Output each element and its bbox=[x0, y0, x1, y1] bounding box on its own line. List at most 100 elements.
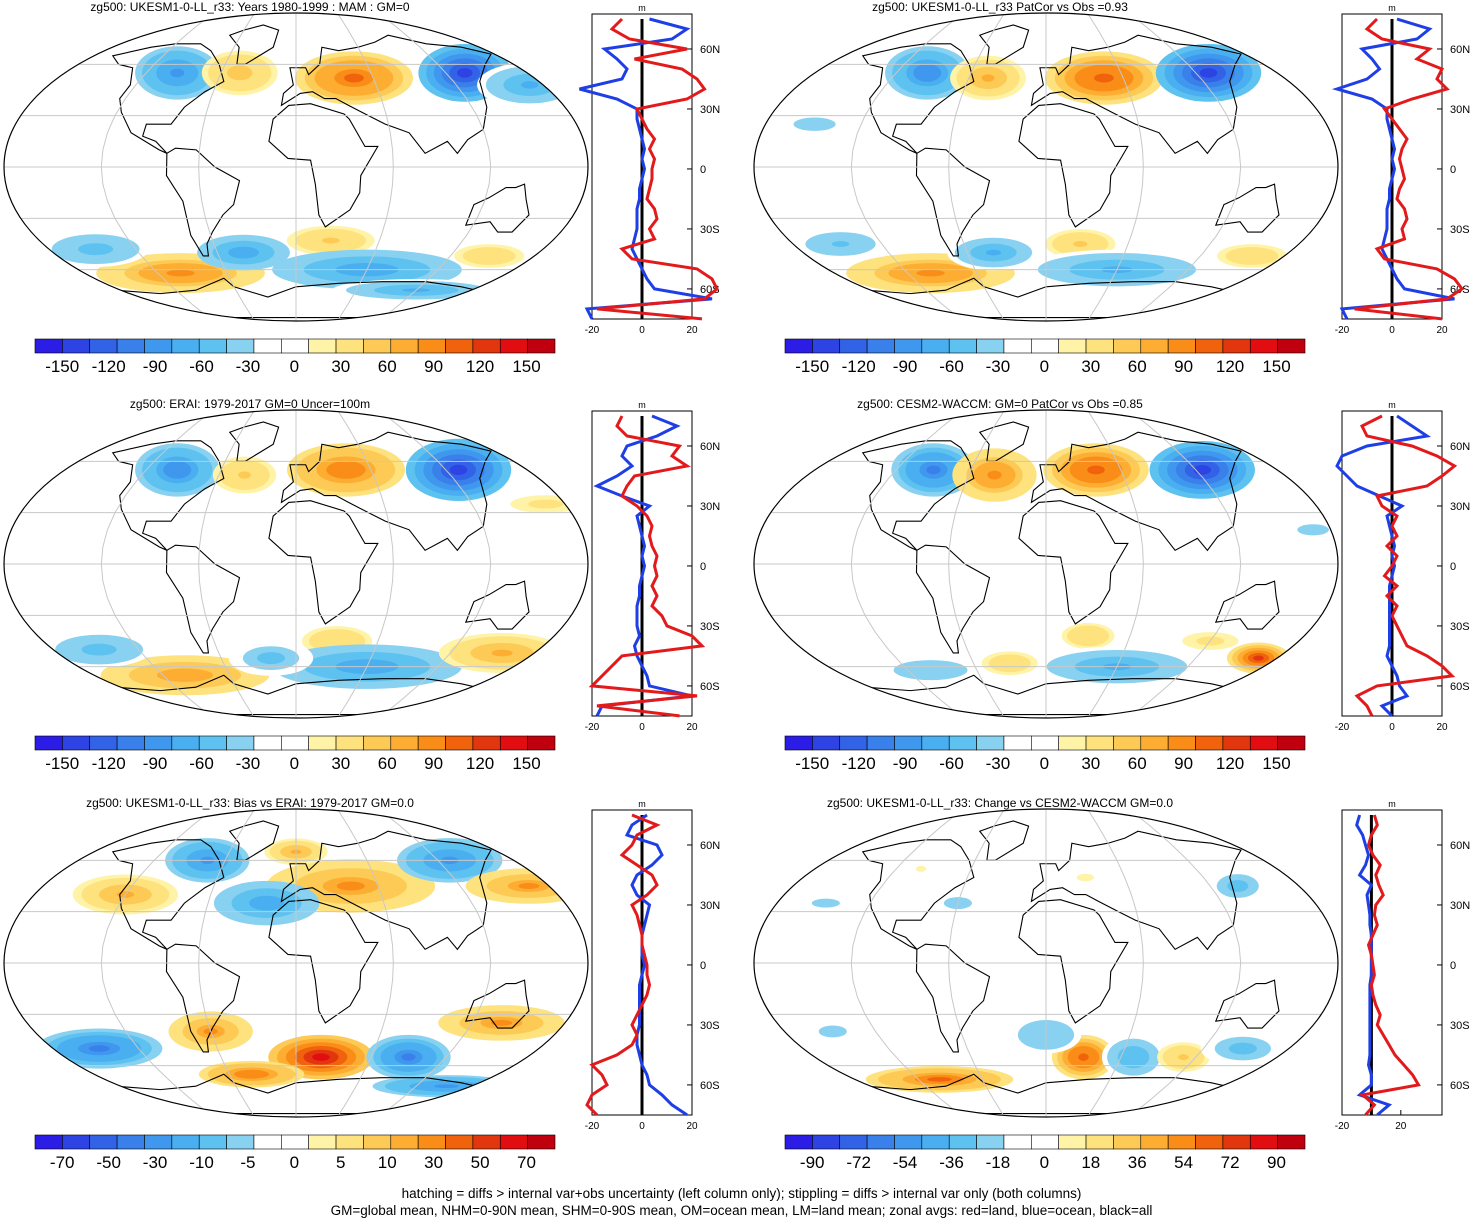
colorbar-tick-label: 18 bbox=[1081, 1153, 1100, 1172]
colorbar-tick-label: -18 bbox=[986, 1153, 1011, 1172]
colorbar-tick-label: -150 bbox=[795, 754, 829, 773]
colorbar-tick-label: -60 bbox=[189, 754, 214, 773]
profile-xtick-label: 0 bbox=[639, 722, 645, 733]
profile-ytick-label: 30N bbox=[700, 501, 720, 513]
colorbar-cell bbox=[1277, 1134, 1306, 1150]
coastline-eurasia bbox=[280, 431, 492, 552]
coastline-australia bbox=[1214, 580, 1280, 630]
coastline-north-america bbox=[861, 43, 975, 154]
lon-gridline bbox=[1128, 809, 1242, 1117]
coastline-eurasia bbox=[280, 34, 492, 155]
colorbar-cell bbox=[308, 735, 337, 751]
profile-ytick-label: 30S bbox=[1450, 224, 1470, 236]
colorbar-cell bbox=[390, 735, 419, 751]
coastline-africa bbox=[268, 899, 379, 1024]
colorbar-cell bbox=[866, 338, 895, 354]
negative-anomaly bbox=[1128, 1053, 1139, 1061]
coastline-eurasia bbox=[1030, 431, 1242, 552]
lon-gridline bbox=[850, 13, 964, 321]
colorbar-tick-label: -90 bbox=[143, 754, 168, 773]
colorbar-cell bbox=[1195, 338, 1224, 354]
positive-anomaly bbox=[491, 649, 513, 657]
colorbar-tick-label: 0 bbox=[290, 1153, 299, 1172]
coastline-north-america bbox=[861, 440, 975, 551]
colorbar-cell bbox=[89, 735, 118, 751]
colorbar-cell bbox=[363, 735, 392, 751]
map-background bbox=[754, 13, 1338, 321]
positive-anomaly bbox=[518, 883, 540, 889]
colorbar-cell bbox=[784, 338, 813, 354]
profile-xtick-label: 20 bbox=[686, 722, 698, 733]
coastline-north-america bbox=[111, 43, 225, 154]
colorbar-tick-label: -5 bbox=[240, 1153, 255, 1172]
positive-anomaly bbox=[927, 1077, 952, 1082]
positive-anomaly bbox=[1253, 655, 1264, 661]
colorbar-cell bbox=[253, 735, 282, 751]
lon-gridline bbox=[337, 410, 394, 718]
negative-anomaly bbox=[401, 1053, 416, 1061]
colorbar-cell bbox=[1003, 338, 1032, 354]
positive-anomaly bbox=[1243, 253, 1261, 259]
profile-xtick-label: 20 bbox=[1395, 1121, 1407, 1132]
colorbar-tick-label: 54 bbox=[1174, 1153, 1193, 1172]
colorbar-cell bbox=[1222, 735, 1251, 751]
profile-ytick-label: 30N bbox=[1450, 104, 1470, 116]
lon-gridline bbox=[948, 410, 1005, 718]
negative-anomaly bbox=[1235, 1045, 1250, 1052]
colorbar-cell bbox=[784, 1134, 813, 1150]
colorbar-cell bbox=[417, 1134, 446, 1150]
profile-ocean-line bbox=[593, 414, 693, 717]
profile-xtick-label: 0 bbox=[639, 1121, 645, 1132]
colorbar-cell bbox=[144, 338, 173, 354]
coastline-africa bbox=[1018, 103, 1129, 228]
positive-anomaly bbox=[344, 73, 364, 83]
profile-xtick-label: -20 bbox=[585, 722, 600, 733]
coastline-australia bbox=[1214, 183, 1280, 233]
panel-1: zg500: UKESM1-0-LL_r33: Years 1980-1999 … bbox=[3, 0, 720, 376]
colorbar-tick-label: 60 bbox=[378, 357, 397, 376]
colorbar-cell bbox=[1140, 1134, 1169, 1150]
colorbar-cell bbox=[839, 338, 868, 354]
colorbar-tick-label: 36 bbox=[1128, 1153, 1147, 1172]
colorbar-cell bbox=[976, 735, 1005, 751]
colorbar-tick-label: 120 bbox=[1216, 754, 1244, 773]
colorbar-cell bbox=[472, 338, 501, 354]
colorbar-tick-label: 60 bbox=[378, 754, 397, 773]
colorbar-cell bbox=[335, 1134, 364, 1150]
colorbar-cell bbox=[253, 338, 282, 354]
colorbar-cell bbox=[89, 338, 118, 354]
colorbar-cell bbox=[308, 1134, 337, 1150]
panel-title: zg500: UKESM1-0-LL_r33 PatCor vs Obs =0.… bbox=[872, 0, 1128, 14]
colorbar-cell bbox=[921, 735, 950, 751]
profile-xtick-label: 20 bbox=[686, 1121, 698, 1132]
coastline-africa bbox=[1018, 500, 1129, 625]
negative-anomaly bbox=[818, 900, 833, 906]
map-area bbox=[754, 13, 1338, 321]
colorbar-tick-label: 0 bbox=[1040, 357, 1049, 376]
map-background bbox=[4, 13, 588, 321]
negative-anomaly bbox=[831, 241, 850, 247]
lon-gridline bbox=[198, 410, 255, 718]
colorbar-cell bbox=[1195, 735, 1224, 751]
negative-anomaly bbox=[449, 464, 468, 476]
colorbar-cell bbox=[171, 735, 200, 751]
positive-anomaly bbox=[536, 501, 555, 507]
positive-anomaly bbox=[490, 1019, 513, 1026]
negative-anomaly bbox=[263, 655, 279, 662]
positive-anomaly bbox=[330, 638, 345, 644]
lon-gridline bbox=[948, 809, 1005, 1117]
colorbar-cell bbox=[866, 1134, 895, 1150]
colorbar-cell bbox=[1140, 735, 1169, 751]
colorbar-cell bbox=[281, 338, 309, 354]
colorbar-cell bbox=[198, 338, 227, 354]
colorbar-cell bbox=[34, 1134, 63, 1150]
profile-unit: m bbox=[1388, 799, 1396, 809]
profile-land-line bbox=[1359, 814, 1421, 1116]
profile-land-line bbox=[1354, 17, 1465, 321]
profile-land-line bbox=[1354, 414, 1458, 717]
positive-anomaly bbox=[1094, 73, 1114, 83]
colorbar-cell bbox=[198, 1134, 227, 1150]
colorbar-tick-label: 30 bbox=[331, 754, 350, 773]
colorbar-cell bbox=[144, 735, 173, 751]
negative-anomaly bbox=[920, 68, 935, 78]
